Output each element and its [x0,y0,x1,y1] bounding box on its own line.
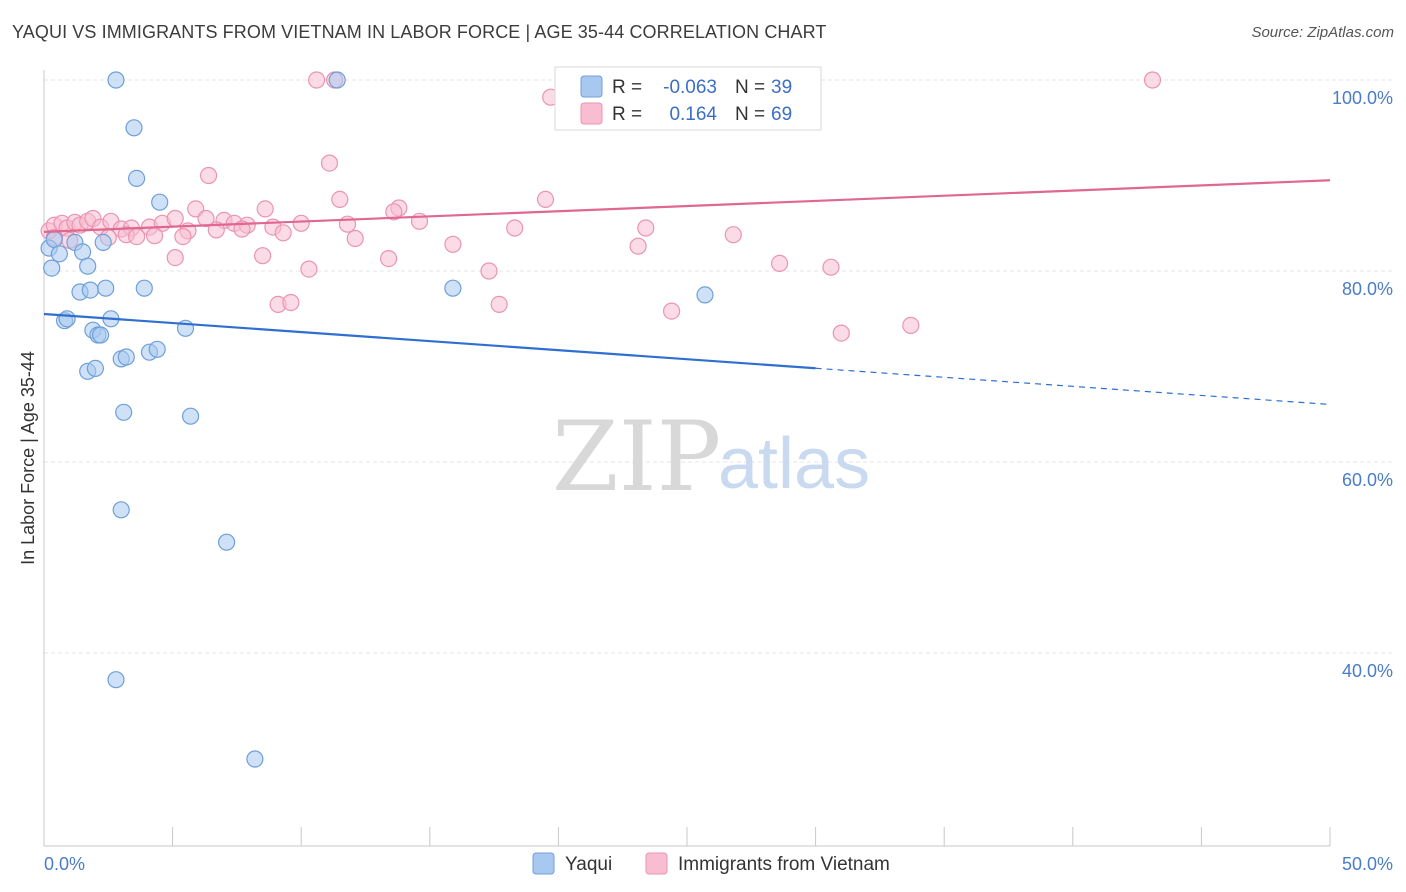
yaqui-point-15 [97,279,115,297]
yaqui-point-35 [218,533,236,551]
vietnam-point-64 [662,302,681,320]
yaqui-point-6 [45,230,63,249]
legend-n-value-yaqui: 39 [771,77,792,98]
legend-n-label-vietnam: N = [735,104,765,125]
vietnam-point-38 [506,219,524,237]
yaqui-point-20 [58,310,76,328]
legend-r-value-yaqui: -0.063 [663,77,717,98]
vietnam-point-9 [536,190,555,208]
vietnam-point-13 [385,203,403,221]
yaqui-point-0 [107,71,125,89]
vietnam-trend-line [43,179,1331,233]
x-ticks [172,827,1331,846]
yaqui-point-31 [148,340,166,358]
vietnam-point-7 [200,166,218,185]
vietnam-point-30 [197,209,215,228]
watermark-atlas: atlas [718,424,870,504]
source-credit: Source: ZipAtlas.com [1251,24,1394,41]
yaqui-point-11 [94,233,112,251]
legend-n-label-yaqui: N = [735,77,765,98]
yaqui-point-32 [115,403,133,421]
vietnam-point-11 [256,200,274,218]
vietnam-point-4 [1143,71,1162,89]
series-legend: Yaqui Immigrants from Vietnam [532,852,890,875]
legend-swatch-vietnam [580,102,603,125]
yaqui-trend-line [43,312,816,370]
vietnam-point-52 [629,237,647,255]
vietnam-point-57 [300,260,318,278]
yaqui-point-36 [107,671,125,689]
vietnam-point-49 [274,224,292,242]
yaqui-point-17 [444,279,462,297]
vietnam-point-63 [490,295,508,313]
vietnam-point-45 [146,227,164,245]
vietnam-point-65 [902,316,920,334]
series-legend-swatch-vietnam [645,852,668,875]
legend-r-value-vietnam: 0.164 [669,104,717,125]
gridlines [44,79,1393,654]
yaqui-point-1 [125,119,143,137]
y-axis-label: In Labor Force | Age 35-44 [18,351,38,565]
yaqui-point-7 [50,245,69,263]
series-legend-label-vietnam: Immigrants from Vietnam [678,854,890,875]
vietnam-point-53 [724,226,742,244]
legend-r-label-yaqui: R = [612,77,642,98]
yaqui-point-33 [182,407,200,425]
vietnam-point-60 [822,258,840,276]
vietnam-point-0 [308,71,326,89]
vietnam-point-56 [380,250,398,268]
vietnam-point-39 [637,219,655,237]
vietnam-point-55 [254,247,272,265]
vietnam-point-66 [832,324,850,342]
vietnam-point-28 [166,209,184,228]
legend-r-label-vietnam: R = [612,104,642,125]
yaqui-point-2 [128,169,146,187]
vietnam-point-50 [346,229,364,248]
vietnam-point-62 [282,293,300,312]
y-tick-label-1: 80.0% [1342,279,1393,299]
x-tick-labels: 0.0% 50.0% [44,854,1393,874]
chart-title: YAQUI VS IMMIGRANTS FROM VIETNAM IN LABO… [12,22,827,42]
trend-lines [43,179,1331,406]
x-tick-label-0: 0.0% [44,854,85,874]
series-legend-label-yaqui: Yaqui [565,854,612,875]
yaqui-point-9 [73,243,92,261]
vietnam-point-54 [166,249,184,267]
y-tick-label-0: 100.0% [1332,88,1393,108]
correlation-legend: R = -0.063 N = 39 R = 0.164 N = 69 [554,66,822,131]
vietnam-point-46 [174,228,192,246]
yaqui-point-14 [81,281,99,299]
y-tick-label-2: 60.0% [1342,470,1393,490]
yaqui-point-29 [117,348,135,366]
vietnam-point-51 [444,235,462,253]
yaqui-point-34 [112,501,130,519]
vietnam-point-44 [128,228,146,246]
watermark-zip: ZIP [552,401,721,513]
yaqui-point-10 [79,257,97,275]
yaqui-point-3 [151,193,169,211]
legend-swatch-yaqui [580,75,603,98]
vietnam-point-6 [320,154,339,172]
watermark: ZIP atlas [552,401,870,513]
yaqui-point-4 [328,71,346,89]
yaqui-point-23 [91,326,110,344]
y-tick-labels: 100.0% 80.0% 60.0% 40.0% [1332,88,1393,681]
series-legend-swatch-yaqui [532,852,555,875]
y-tick-label-3: 40.0% [1342,661,1393,681]
vietnam-point-59 [770,254,789,272]
x-tick-label-1: 50.0% [1342,854,1393,874]
vietnam-point-35 [292,214,310,232]
yaqui-point-12 [43,259,61,277]
yaqui-point-27 [86,359,105,377]
yaqui-point-16 [135,279,153,297]
vietnam-point-8 [331,190,349,208]
yaqui-point-18 [696,286,714,304]
yaqui-point-37 [246,750,264,768]
legend-n-value-vietnam: 69 [771,104,792,125]
vietnam-point-58 [480,262,498,280]
yaqui-trend-line-extrapolated [815,367,1331,406]
